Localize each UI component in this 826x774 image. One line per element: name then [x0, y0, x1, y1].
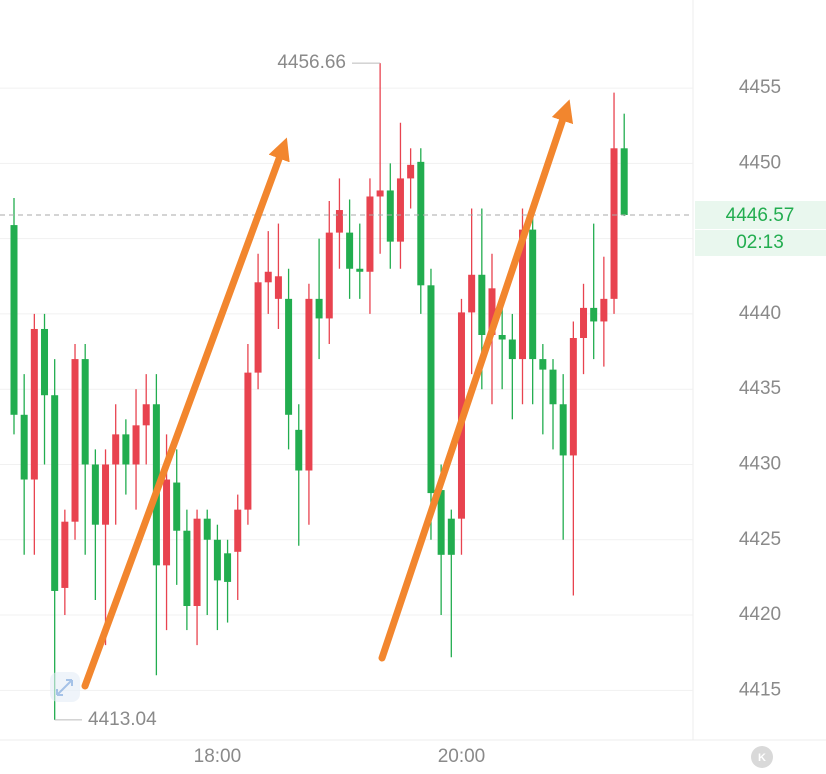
- last-price-box: [695, 200, 826, 229]
- candle-body: [376, 190, 384, 197]
- x-tick-label: 20:00: [438, 746, 486, 767]
- candle-body: [569, 338, 577, 456]
- candle-body: [51, 395, 59, 591]
- y-tick-label: 4430: [739, 453, 781, 474]
- candle-body: [498, 334, 506, 340]
- candle-body: [234, 509, 242, 552]
- candle-body: [163, 479, 171, 566]
- last-price-label: 4446.57: [726, 205, 795, 226]
- candle-body: [91, 464, 99, 525]
- candle-body: [468, 274, 476, 313]
- candle-body: [30, 328, 38, 480]
- candle-body: [142, 404, 150, 426]
- countdown-label: 02:13: [736, 232, 784, 253]
- candle-body: [325, 232, 333, 319]
- candle-body: [386, 190, 394, 242]
- candle-body: [10, 225, 18, 415]
- y-tick-label: 4455: [739, 77, 781, 98]
- candle-body: [559, 404, 567, 456]
- countdown-box: [695, 229, 826, 256]
- min-annotation: 4413.04: [88, 709, 157, 730]
- x-tick-label: 18:00: [194, 746, 242, 767]
- candle-body: [81, 359, 89, 465]
- candle-body: [122, 434, 130, 465]
- candle-body: [488, 288, 496, 335]
- candle-body: [590, 307, 598, 322]
- candle-body: [396, 178, 404, 242]
- candle-body: [600, 298, 608, 322]
- candle-body: [20, 414, 28, 480]
- candle-body: [315, 298, 323, 319]
- candle-body: [193, 518, 201, 607]
- candle-body: [274, 276, 282, 299]
- candle-body: [478, 274, 486, 335]
- candle-body: [356, 268, 364, 272]
- candle-body: [519, 229, 526, 360]
- candle-body: [102, 464, 110, 525]
- candle-body: [264, 271, 272, 283]
- max-annotation: 4456.66: [277, 52, 346, 73]
- candle-body: [335, 210, 343, 233]
- candle-body: [580, 307, 588, 339]
- candle-body: [549, 369, 557, 405]
- svg-text:K: K: [758, 752, 766, 764]
- y-tick-label: 4440: [739, 303, 781, 324]
- candle-body: [620, 148, 628, 215]
- candle-body: [285, 298, 293, 415]
- y-tick-label: 4450: [739, 152, 781, 173]
- candle-body: [437, 490, 445, 555]
- candle-body: [366, 196, 374, 272]
- candle-body: [244, 372, 252, 510]
- trend-arrow: [378, 99, 574, 662]
- candle-body: [61, 521, 69, 588]
- candle-body: [112, 434, 120, 465]
- candle-body: [41, 328, 49, 396]
- candle-body: [295, 429, 303, 471]
- candle-body: [254, 282, 262, 373]
- candle-body: [213, 539, 221, 581]
- candle-body: [447, 518, 455, 555]
- candle-body: [407, 164, 415, 179]
- candle-body: [71, 359, 79, 522]
- candle-body: [427, 285, 435, 494]
- y-tick-label: 4415: [739, 679, 781, 700]
- candle-body: [173, 482, 181, 531]
- y-tick-label: 4435: [739, 378, 781, 399]
- y-tick-label: 4425: [739, 529, 781, 550]
- candle-body: [132, 425, 140, 465]
- candle-body: [305, 298, 313, 471]
- candle-body: [203, 518, 211, 540]
- candle-body: [610, 148, 618, 299]
- trend-arrow: [81, 137, 290, 690]
- candle-body: [508, 339, 516, 360]
- candle-body: [539, 359, 547, 370]
- candle-body: [183, 530, 191, 607]
- reset-button[interactable]: K: [751, 746, 773, 768]
- y-tick-label: 4420: [739, 604, 781, 625]
- candle-body: [417, 161, 425, 286]
- candle-body: [346, 232, 354, 269]
- candle-body: [224, 553, 232, 582]
- expand-icon[interactable]: [50, 672, 80, 702]
- candle-body: [529, 229, 537, 360]
